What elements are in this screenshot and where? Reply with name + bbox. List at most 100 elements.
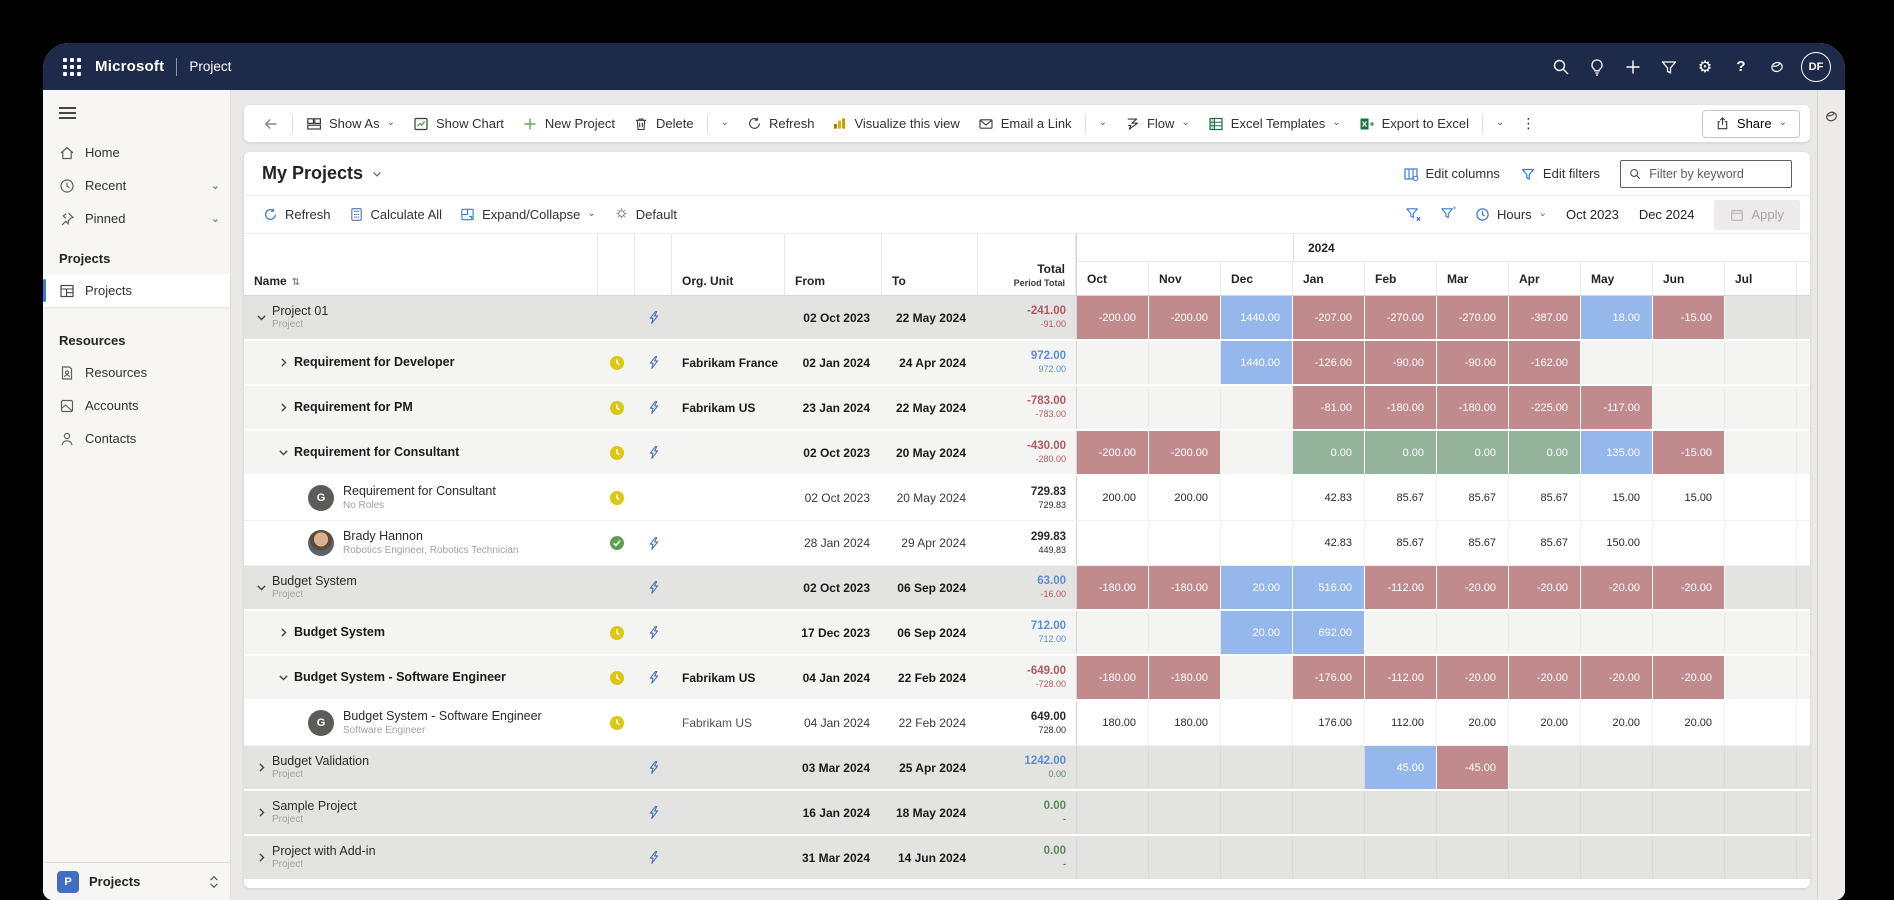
month-value-cell[interactable]: -90.00: [1365, 341, 1437, 384]
month-value-cell[interactable]: [1221, 836, 1293, 879]
month-value-cell[interactable]: [1149, 341, 1221, 384]
settings-gear-icon[interactable]: ⚙: [1697, 57, 1713, 76]
month-value-cell[interactable]: [1725, 701, 1797, 745]
month-value-cell[interactable]: [1149, 836, 1221, 879]
row-chevron-right-icon[interactable]: [250, 761, 272, 774]
month-value-cell[interactable]: -20.00: [1437, 656, 1509, 699]
month-col-header[interactable]: Apr: [1509, 262, 1581, 295]
month-value-cell[interactable]: [1221, 746, 1293, 789]
month-value-cell[interactable]: 180.00: [1077, 701, 1149, 745]
month-value-cell[interactable]: 112.00: [1365, 701, 1437, 745]
sidebar-item-home[interactable]: Home: [43, 136, 230, 169]
month-value-cell[interactable]: 18.00: [1581, 296, 1653, 339]
month-value-cell[interactable]: [1365, 836, 1437, 879]
default-view-button[interactable]: Default: [605, 201, 686, 229]
month-value-cell[interactable]: -387.00: [1509, 296, 1581, 339]
month-value-cell[interactable]: -15.00: [1653, 296, 1725, 339]
column-header-to[interactable]: To: [882, 234, 978, 295]
month-value-cell[interactable]: -20.00: [1581, 656, 1653, 699]
month-value-cell[interactable]: [1221, 386, 1293, 429]
month-value-cell[interactable]: 85.67: [1509, 521, 1581, 565]
month-value-cell[interactable]: 20.00: [1221, 566, 1293, 609]
month-value-cell[interactable]: [1725, 656, 1797, 699]
month-value-cell[interactable]: [1077, 521, 1149, 565]
row-chevron-down-icon[interactable]: [272, 671, 294, 684]
visualize-view-button[interactable]: Visualize this view: [823, 110, 968, 138]
filter-icon[interactable]: [1651, 49, 1687, 85]
month-value-cell[interactable]: -15.00: [1653, 431, 1725, 474]
month-value-cell[interactable]: 20.00: [1437, 701, 1509, 745]
month-col-header[interactable]: Jul: [1725, 262, 1797, 295]
month-value-cell[interactable]: -20.00: [1437, 566, 1509, 609]
month-value-cell[interactable]: 0.00: [1437, 431, 1509, 474]
month-value-cell[interactable]: -180.00: [1149, 656, 1221, 699]
month-value-cell[interactable]: [1725, 521, 1797, 565]
month-value-cell[interactable]: [1221, 521, 1293, 565]
sidebar-item-recent[interactable]: Recent ⌄: [43, 169, 230, 202]
month-value-cell[interactable]: 200.00: [1149, 476, 1221, 520]
month-value-cell[interactable]: [1653, 611, 1725, 654]
back-button[interactable]: [254, 110, 288, 138]
month-value-cell[interactable]: -117.00: [1581, 386, 1653, 429]
hamburger-menu-icon[interactable]: [43, 90, 230, 128]
column-header-from[interactable]: From: [785, 234, 882, 295]
clear-filter-icon[interactable]: [1396, 201, 1431, 229]
month-value-cell[interactable]: -180.00: [1437, 386, 1509, 429]
month-value-cell[interactable]: 85.67: [1437, 476, 1509, 520]
month-value-cell[interactable]: 692.00: [1293, 611, 1365, 654]
edit-columns-button[interactable]: Edit columns: [1393, 159, 1510, 189]
grid-row[interactable]: Requirement for Consultant 02 Oct 2023 20 …: [244, 431, 1810, 476]
chevron-down-icon[interactable]: ⌄: [210, 179, 220, 192]
month-value-cell[interactable]: -90.00: [1437, 341, 1509, 384]
row-chevron-down-icon[interactable]: [250, 311, 272, 324]
month-value-cell[interactable]: [1221, 431, 1293, 474]
date-range-start[interactable]: Oct 2023: [1566, 207, 1619, 222]
month-col-header[interactable]: Dec: [1221, 262, 1293, 295]
column-header-total[interactable]: Total Period Total: [978, 234, 1076, 295]
month-value-cell[interactable]: [1221, 656, 1293, 699]
month-value-cell[interactable]: [1149, 611, 1221, 654]
month-value-cell[interactable]: 1440.00: [1221, 296, 1293, 339]
month-value-cell[interactable]: -20.00: [1581, 566, 1653, 609]
sidebar-item-pinned[interactable]: Pinned ⌄: [43, 202, 230, 235]
month-value-cell[interactable]: -126.00: [1293, 341, 1365, 384]
grid-row[interactable]: Requirement for Developer Fabrikam France…: [244, 341, 1810, 386]
month-value-cell[interactable]: -270.00: [1365, 296, 1437, 339]
month-value-cell[interactable]: [1077, 791, 1149, 834]
month-value-cell[interactable]: 176.00: [1293, 701, 1365, 745]
month-value-cell[interactable]: [1581, 836, 1653, 879]
month-value-cell[interactable]: [1509, 791, 1581, 834]
month-value-cell[interactable]: [1077, 611, 1149, 654]
month-value-cell[interactable]: [1149, 521, 1221, 565]
month-value-cell[interactable]: [1725, 791, 1797, 834]
month-value-cell[interactable]: [1725, 476, 1797, 520]
overflow-menu-icon[interactable]: ⋮: [1521, 115, 1536, 132]
grid-row[interactable]: G Requirement for Consultant No Roles 02 Oc…: [244, 476, 1810, 521]
column-header-org[interactable]: Org. Unit: [672, 234, 785, 295]
month-value-cell[interactable]: [1149, 746, 1221, 789]
month-value-cell[interactable]: 1440.00: [1221, 341, 1293, 384]
filter-modified-icon[interactable]: *: [1431, 201, 1466, 229]
new-project-button[interactable]: New Project: [513, 110, 624, 138]
month-value-cell[interactable]: -225.00: [1509, 386, 1581, 429]
month-value-cell[interactable]: [1581, 746, 1653, 789]
month-value-cell[interactable]: 20.00: [1221, 611, 1293, 654]
month-value-cell[interactable]: 0.00: [1509, 431, 1581, 474]
month-value-cell[interactable]: [1077, 746, 1149, 789]
grid-row[interactable]: Project 01 Project 02 Oct 2023 22 May 2024 -…: [244, 296, 1810, 341]
month-value-cell[interactable]: [1365, 611, 1437, 654]
month-value-cell[interactable]: [1437, 836, 1509, 879]
month-value-cell[interactable]: 135.00: [1581, 431, 1653, 474]
sidebar-item-resources[interactable]: Resources: [43, 356, 230, 389]
expand-collapse-button[interactable]: Expand/Collapse ⌄: [451, 201, 605, 229]
month-value-cell[interactable]: -200.00: [1077, 431, 1149, 474]
month-value-cell[interactable]: [1365, 791, 1437, 834]
dynamics-icon[interactable]: [1759, 49, 1795, 85]
month-value-cell[interactable]: 150.00: [1581, 521, 1653, 565]
month-value-cell[interactable]: -180.00: [1077, 566, 1149, 609]
month-value-cell[interactable]: [1581, 341, 1653, 384]
grid-row[interactable]: Project with Add-in Project 31 Mar 2024 14 …: [244, 836, 1810, 881]
month-value-cell[interactable]: -207.00: [1293, 296, 1365, 339]
row-chevron-right-icon[interactable]: [250, 806, 272, 819]
month-value-cell[interactable]: 15.00: [1581, 476, 1653, 520]
